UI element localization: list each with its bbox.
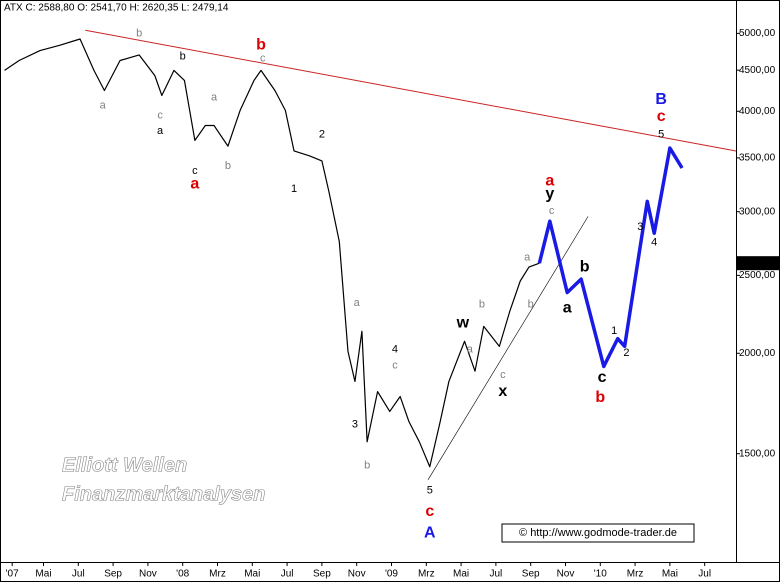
x-tick-label: '09 <box>385 569 398 580</box>
wave-label: b <box>479 298 485 310</box>
wave-label: a <box>524 252 531 264</box>
x-tick-label: Jul <box>489 569 502 580</box>
x-tick-label: Mai <box>662 569 678 580</box>
wave-label: 3 <box>637 221 643 233</box>
wave-label: c <box>392 360 398 372</box>
x-tick-label: '10 <box>594 569 607 580</box>
x-tick-label: Sep <box>522 569 540 580</box>
y-tick-label: 4500,00 <box>739 65 776 76</box>
wave-label: b <box>364 459 370 471</box>
wave-label: A <box>424 524 436 541</box>
price-line <box>4 38 540 468</box>
last-price-label: 2588,80 <box>739 258 776 269</box>
y-tick-label: 2500,00 <box>739 270 776 281</box>
wave-label: 5 <box>427 484 433 496</box>
wave-label: c <box>192 165 198 177</box>
wave-label: 3 <box>352 419 358 431</box>
y-tick-label: 3500,00 <box>739 153 776 164</box>
wave-label: a <box>563 300 572 317</box>
y-tick-label: 1500,00 <box>739 448 776 459</box>
forecast-line <box>537 146 684 369</box>
watermark: Elliott Wellen <box>62 454 187 476</box>
x-tick-label: Nov <box>557 569 575 580</box>
wave-label: c <box>657 108 666 125</box>
wave-label: a <box>211 91 218 103</box>
wave-label: c <box>260 53 266 65</box>
wave-label: a <box>100 100 107 112</box>
wave-label: b <box>580 258 590 275</box>
wave-label: c <box>157 110 163 122</box>
copyright: © http://www.godmode-trader.de <box>519 527 677 539</box>
x-tick-label: Mai <box>453 569 469 580</box>
wave-label: a <box>545 172 554 189</box>
wave-label: a <box>467 344 474 356</box>
copyright-box <box>501 523 695 543</box>
x-tick-label: Mrz <box>627 569 644 580</box>
wave-label: b <box>595 389 605 406</box>
wave-label: a <box>190 176 199 193</box>
y-tick-label: 5000,00 <box>739 28 776 39</box>
x-tick-label: Nov <box>139 569 157 580</box>
wave-label: b <box>225 160 231 172</box>
last-price-box <box>737 256 780 271</box>
wave-label: b <box>136 27 142 39</box>
wave-label: 5 <box>658 129 664 141</box>
wave-label: 4 <box>651 237 657 249</box>
wave-label: w <box>456 314 470 331</box>
x-tick-label: Sep <box>313 569 331 580</box>
wave-label: x <box>498 383 507 400</box>
wave-label: a <box>354 297 361 309</box>
wave-label: 4 <box>392 344 398 356</box>
header: ATX C: 2588,80 O: 2541,70 H: 2620,35 L: … <box>4 3 229 14</box>
x-tick-label: Jul <box>698 569 711 580</box>
wave-label: b <box>180 50 186 62</box>
trend-line <box>85 29 737 152</box>
wave-label: 1 <box>291 183 297 195</box>
wave-label: c <box>500 369 506 381</box>
x-tick-label: Mai <box>244 569 260 580</box>
x-tick-label: Jul <box>72 569 85 580</box>
wave-label: b <box>256 37 266 54</box>
wave-label: c <box>549 205 555 217</box>
x-tick-label: Mrz <box>418 569 435 580</box>
y-tick-label: 3000,00 <box>739 206 776 217</box>
wave-label: y <box>545 185 554 202</box>
x-tick-label: Nov <box>348 569 366 580</box>
watermark: Finanzmarktanalysen <box>62 483 265 505</box>
wave-label: c <box>425 503 434 520</box>
wave-label: b <box>528 298 534 310</box>
wave-label: 2 <box>319 129 325 141</box>
x-tick-label: '07 <box>6 569 19 580</box>
y-tick-label: 2000,00 <box>739 348 776 359</box>
wave-label: 2 <box>623 347 629 359</box>
wave-label: 1 <box>611 325 617 337</box>
y-tick-label: 4000,00 <box>739 106 776 117</box>
wave-label: c <box>598 369 607 386</box>
x-tick-label: Jul <box>281 569 294 580</box>
wave-label: a <box>157 125 164 137</box>
trend-line <box>427 216 589 480</box>
wave-label: B <box>655 91 667 108</box>
x-tick-label: Sep <box>104 569 122 580</box>
x-tick-label: '08 <box>176 569 189 580</box>
x-tick-label: Mai <box>35 569 51 580</box>
x-tick-label: Mrz <box>209 569 226 580</box>
